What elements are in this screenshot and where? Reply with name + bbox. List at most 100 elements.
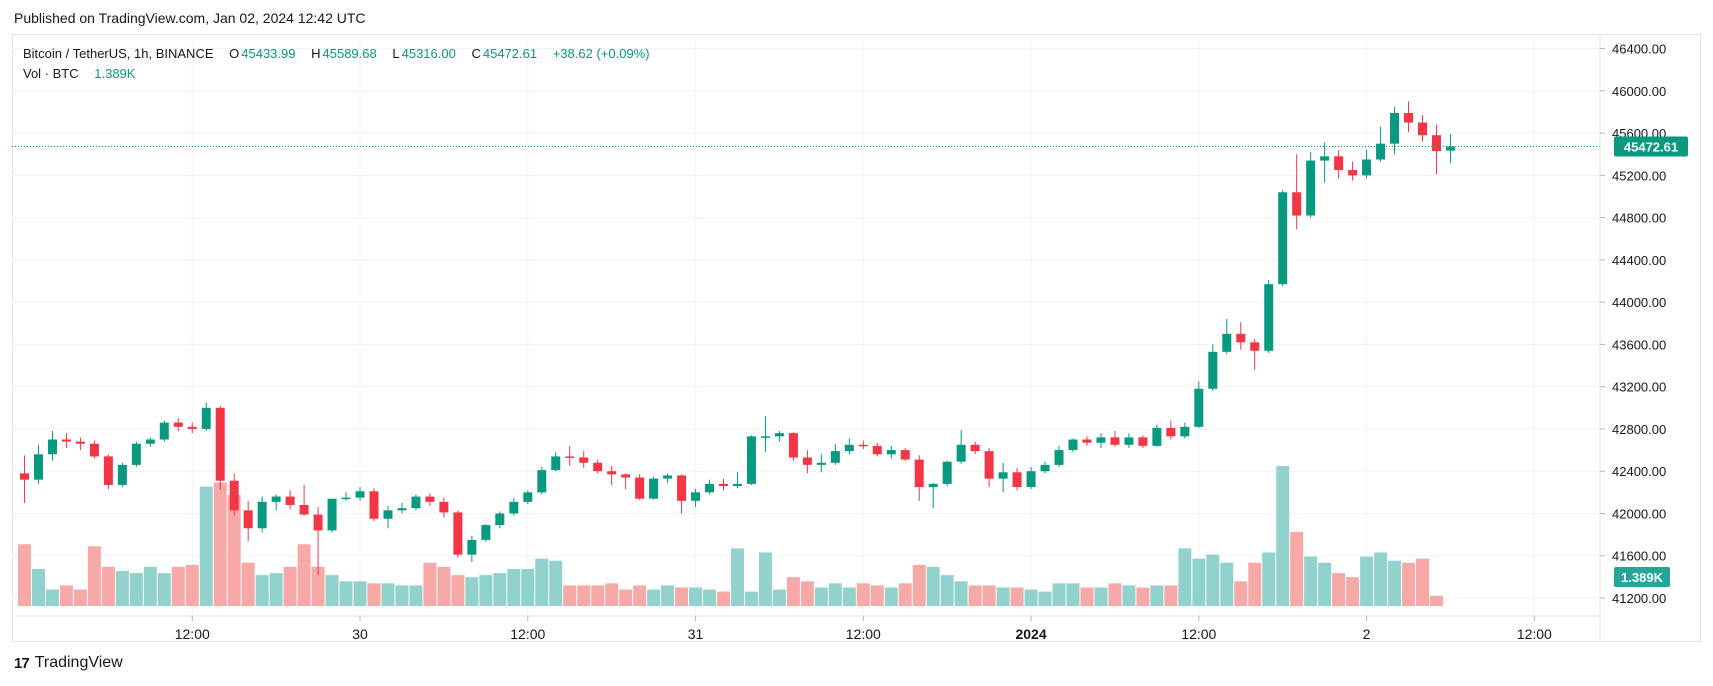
volume-bar: [1066, 583, 1080, 606]
volume-bar: [703, 589, 717, 606]
volume-bar: [884, 587, 898, 606]
price-tick-label: 45200.00: [1612, 168, 1666, 183]
candle-body: [802, 457, 812, 465]
volume-bar: [563, 585, 577, 606]
volume-bar: [325, 575, 339, 606]
volume-bar: [367, 583, 381, 606]
volume-bar: [982, 585, 996, 606]
volume-bar: [898, 583, 912, 606]
volume-bar: [912, 564, 926, 606]
volume-bar: [996, 587, 1010, 606]
volume-bar: [954, 581, 968, 606]
volume-bar: [157, 573, 171, 606]
volume-bar: [1234, 581, 1248, 606]
candle-body: [732, 483, 742, 486]
candle-body: [928, 483, 938, 488]
candle-body: [341, 497, 351, 500]
legend-ohlc-row: Bitcoin / TetherUS, 1h, BINANCE O 45433.9…: [23, 44, 652, 64]
volume-bar: [856, 583, 870, 606]
candle-body: [327, 498, 337, 531]
volume-bar: [1164, 585, 1178, 606]
published-caption: Published on TradingView.com, Jan 02, 20…: [14, 10, 366, 26]
volume-bar: [1416, 558, 1429, 606]
candle-body: [243, 510, 253, 529]
candle-body: [998, 472, 1008, 479]
candle-body: [816, 462, 826, 465]
volume-bar: [1010, 587, 1024, 606]
candle-body: [285, 496, 295, 506]
volume-bar: [1318, 562, 1332, 606]
volume-bar: [143, 566, 157, 606]
candle-body: [649, 478, 659, 499]
candle-body: [1110, 437, 1120, 445]
volume-bar: [1080, 587, 1094, 606]
volume-bar: [451, 575, 465, 606]
chart-legend: Bitcoin / TetherUS, 1h, BINANCE O 45433.9…: [23, 44, 652, 84]
volume-bar: [381, 583, 395, 606]
volume-bar: [661, 585, 675, 606]
candle-body: [1166, 427, 1176, 437]
candle-body: [1096, 437, 1106, 443]
volume-bar: [1136, 587, 1150, 606]
volume-bar: [591, 585, 605, 606]
volume-bar: [465, 577, 479, 606]
candle-body: [551, 456, 561, 471]
price-tick-label: 41200.00: [1612, 591, 1666, 606]
candle-body: [187, 426, 197, 429]
candle-body: [579, 457, 589, 463]
candle-body: [61, 439, 71, 442]
candle-body: [970, 444, 980, 452]
volume-bar: [1402, 562, 1416, 606]
volume-tag: 1.389K: [1614, 567, 1670, 587]
candle-body: [20, 473, 29, 480]
candle-body: [537, 470, 547, 493]
volume-bar: [1276, 466, 1290, 606]
volume-bar: [269, 573, 283, 606]
candle-body: [1124, 437, 1134, 445]
candle-body: [691, 492, 701, 501]
volume-bar: [814, 587, 828, 606]
volume-bar: [255, 575, 269, 606]
time-tick-label: 12:00: [175, 626, 210, 642]
candle-body: [439, 501, 449, 513]
volume-bar: [870, 585, 884, 606]
candle-body: [621, 474, 631, 478]
time-tick-label: 30: [352, 626, 368, 642]
volume-bar: [283, 566, 297, 606]
volume-bar: [786, 577, 800, 606]
svg-text:1.389K: 1.389K: [1621, 570, 1664, 585]
candle-body: [89, 443, 99, 457]
volume-bar: [87, 546, 101, 606]
candle-body: [1445, 146, 1455, 151]
volume-bar: [339, 581, 353, 606]
volume-bar: [437, 566, 451, 606]
volume-bar: [73, 589, 87, 606]
change-value: +38.62 (+0.09%): [552, 46, 650, 61]
volume-bar: [1206, 554, 1220, 606]
grid-lines: [12, 34, 1600, 616]
volume-bar: [577, 585, 591, 606]
candle-body: [523, 492, 533, 502]
candle-body: [481, 525, 491, 540]
candle-body: [467, 539, 477, 555]
volume-bar: [926, 566, 940, 606]
svg-text:45472.61: 45472.61: [1624, 140, 1678, 155]
candle-body: [383, 510, 393, 519]
candle-body: [593, 462, 603, 472]
candle-body: [774, 433, 784, 437]
volume-bar: [758, 552, 772, 606]
volume-bar: [1388, 560, 1402, 606]
candle-body: [117, 464, 127, 485]
volume-bar: [297, 544, 311, 606]
time-tick-label: 12:00: [846, 626, 881, 642]
volume-bar: [1024, 589, 1038, 606]
price-tick-label: 42400.00: [1612, 464, 1666, 479]
candle-body: [453, 512, 463, 555]
volume-bar: [129, 573, 143, 606]
candle-body: [663, 475, 673, 479]
candle-body: [956, 444, 966, 462]
footer-branding: 17 TradingView: [14, 654, 123, 672]
volume-bar: [717, 591, 730, 606]
legend-volume-row: Vol · BTC 1.389K: [23, 64, 652, 84]
